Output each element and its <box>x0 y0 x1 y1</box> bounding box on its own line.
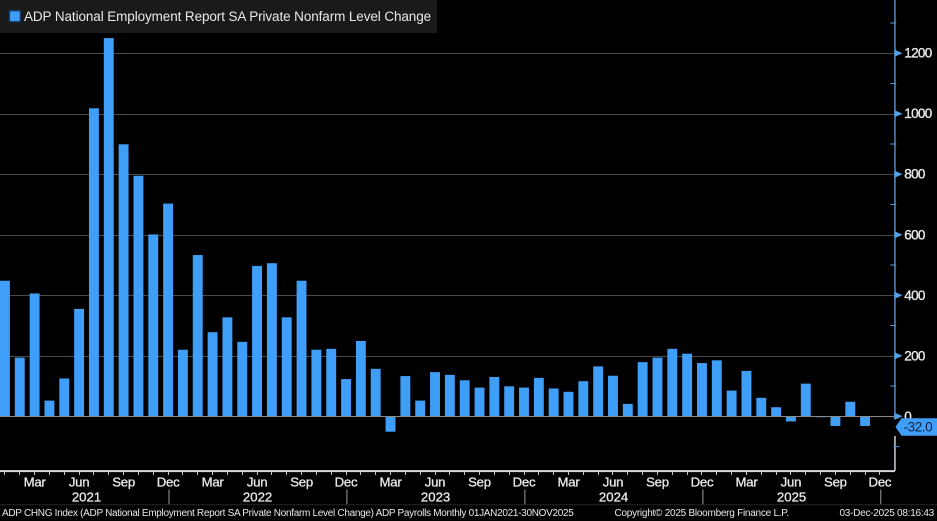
svg-text:Dec: Dec <box>513 474 536 489</box>
svg-text:2023: 2023 <box>421 490 450 505</box>
svg-text:2024: 2024 <box>599 490 628 505</box>
svg-text:400: 400 <box>904 288 925 303</box>
svg-text:2022: 2022 <box>243 490 272 505</box>
svg-text:ADP National Employment Report: ADP National Employment Report SA Privat… <box>24 9 431 24</box>
svg-text:Sep: Sep <box>468 474 491 489</box>
svg-text:Mar: Mar <box>736 474 759 489</box>
svg-text:Jun: Jun <box>781 474 802 489</box>
svg-text:Dec: Dec <box>335 474 358 489</box>
svg-text:Jun: Jun <box>69 474 90 489</box>
svg-text:2025: 2025 <box>777 490 806 505</box>
svg-text:2021: 2021 <box>72 490 101 505</box>
svg-text:Copyright© 2025 Bloomberg Fina: Copyright© 2025 Bloomberg Finance L.P. <box>615 508 789 519</box>
svg-text:Jun: Jun <box>247 474 268 489</box>
svg-text:Dec: Dec <box>157 474 180 489</box>
svg-text:Mar: Mar <box>380 474 403 489</box>
svg-text:Sep: Sep <box>290 474 313 489</box>
svg-text:200: 200 <box>904 348 925 363</box>
svg-text:1000: 1000 <box>904 106 931 121</box>
svg-text:Jun: Jun <box>425 474 446 489</box>
svg-text:Mar: Mar <box>24 474 47 489</box>
svg-text:0: 0 <box>904 409 911 424</box>
svg-text:-32.0: -32.0 <box>904 420 933 435</box>
svg-text:Sep: Sep <box>646 474 669 489</box>
svg-text:Dec: Dec <box>691 474 714 489</box>
svg-text:ADP CHNG Index (ADP National E: ADP CHNG Index (ADP National Employment … <box>2 508 574 519</box>
svg-text:800: 800 <box>904 167 925 182</box>
svg-text:Sep: Sep <box>112 474 135 489</box>
svg-text:Jun: Jun <box>603 474 624 489</box>
svg-text:Sep: Sep <box>824 474 847 489</box>
svg-text:03-Dec-2025 08:16:43: 03-Dec-2025 08:16:43 <box>839 508 934 519</box>
svg-text:Mar: Mar <box>202 474 225 489</box>
svg-text:600: 600 <box>904 227 925 242</box>
svg-text:1200: 1200 <box>904 46 931 61</box>
svg-text:Mar: Mar <box>558 474 581 489</box>
svg-text:Dec: Dec <box>869 474 892 489</box>
